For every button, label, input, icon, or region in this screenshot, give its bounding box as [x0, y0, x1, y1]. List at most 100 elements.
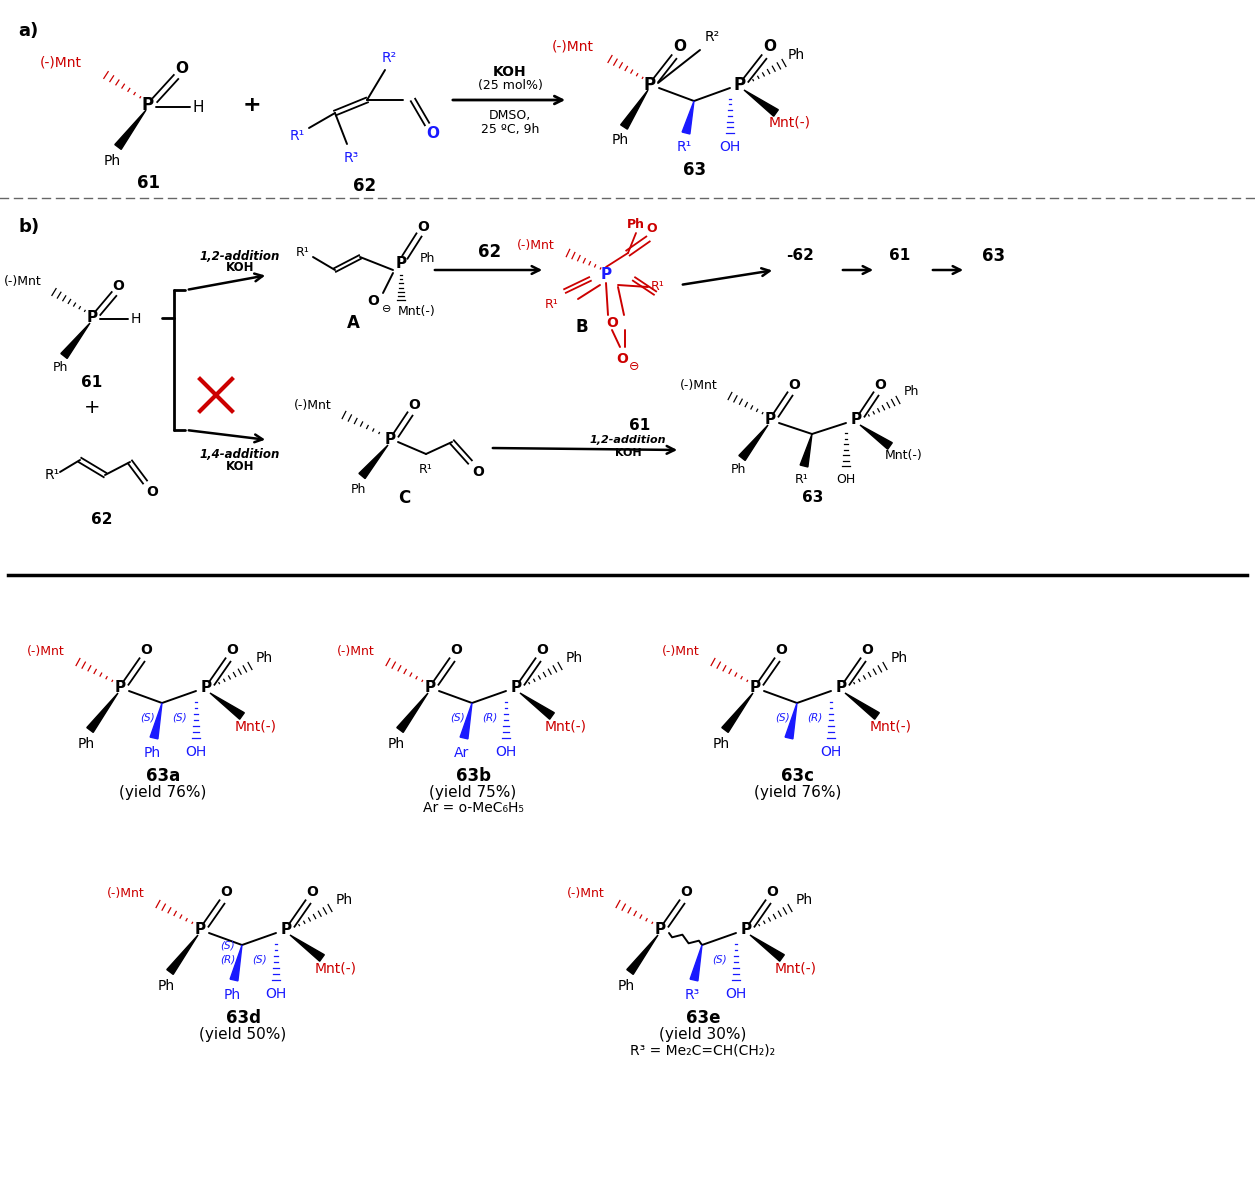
- Polygon shape: [722, 694, 753, 732]
- Text: R³ = Me₂C=CH(CH₂)₂: R³ = Me₂C=CH(CH₂)₂: [630, 1043, 776, 1057]
- Text: (S): (S): [141, 713, 156, 722]
- Text: Ph: Ph: [566, 651, 582, 665]
- Text: Ph: Ph: [796, 893, 812, 908]
- Text: O: O: [536, 643, 548, 657]
- Text: Ph: Ph: [730, 464, 745, 476]
- Polygon shape: [230, 945, 242, 981]
- Text: R¹: R¹: [44, 468, 60, 482]
- Text: (R): (R): [482, 713, 498, 722]
- Text: O: O: [112, 279, 124, 293]
- Text: (yield 30%): (yield 30%): [659, 1027, 747, 1041]
- Text: O: O: [861, 643, 873, 657]
- Polygon shape: [151, 703, 162, 739]
- Text: O: O: [408, 398, 420, 412]
- Text: 25 ºC, 9h: 25 ºC, 9h: [481, 124, 540, 137]
- Text: OH: OH: [186, 745, 207, 758]
- Polygon shape: [210, 694, 245, 719]
- Text: (S): (S): [221, 941, 235, 951]
- Text: (-)Mnt: (-)Mnt: [567, 887, 605, 900]
- Text: O: O: [427, 126, 439, 142]
- Polygon shape: [750, 935, 784, 962]
- Text: Ph: Ph: [419, 252, 434, 266]
- Text: Ph: Ph: [350, 483, 365, 496]
- Text: (-)Mnt: (-)Mnt: [107, 887, 146, 900]
- Text: 63b: 63b: [456, 767, 491, 785]
- Text: P: P: [384, 433, 395, 447]
- Text: OH: OH: [725, 987, 747, 1001]
- Text: Ph: Ph: [335, 893, 353, 908]
- Polygon shape: [845, 694, 880, 719]
- Text: +: +: [84, 399, 100, 417]
- Text: O: O: [680, 885, 692, 899]
- Text: (S): (S): [713, 956, 728, 965]
- Text: Mnt(-): Mnt(-): [315, 962, 356, 975]
- Text: ⊖: ⊖: [629, 361, 639, 374]
- Text: P: P: [424, 680, 435, 696]
- Text: DMSO,: DMSO,: [489, 109, 531, 123]
- Text: 62: 62: [478, 243, 502, 261]
- Text: O: O: [141, 643, 152, 657]
- Text: R³: R³: [344, 151, 359, 165]
- Text: (-)Mnt: (-)Mnt: [4, 275, 41, 288]
- Text: Ph: Ph: [256, 651, 272, 665]
- Text: R³: R³: [684, 988, 699, 1002]
- Polygon shape: [739, 426, 768, 460]
- Text: P: P: [395, 256, 407, 270]
- Polygon shape: [87, 694, 118, 732]
- Text: Ph: Ph: [617, 978, 635, 993]
- Text: Mnt(-): Mnt(-): [545, 719, 587, 733]
- Text: Mnt(-): Mnt(-): [769, 117, 811, 130]
- Text: R¹: R¹: [290, 129, 305, 143]
- Text: 61: 61: [890, 249, 911, 263]
- Text: Mnt(-): Mnt(-): [235, 719, 277, 733]
- Text: 1,2-addition: 1,2-addition: [200, 250, 280, 262]
- Text: Ph: Ph: [157, 978, 174, 993]
- Polygon shape: [621, 90, 648, 129]
- Text: O: O: [472, 465, 484, 480]
- Polygon shape: [801, 434, 812, 466]
- Text: 63: 63: [983, 246, 1005, 264]
- Text: (-)Mnt: (-)Mnt: [663, 645, 700, 659]
- Text: O: O: [763, 40, 777, 54]
- Text: KOH: KOH: [226, 262, 255, 274]
- Text: (-)Mnt: (-)Mnt: [680, 380, 718, 393]
- Text: P: P: [644, 76, 656, 94]
- Text: (yield 76%): (yield 76%): [119, 785, 207, 799]
- Text: 62: 62: [92, 512, 113, 528]
- Text: Ar = o-MeC₆H₅: Ar = o-MeC₆H₅: [423, 801, 523, 815]
- Text: H: H: [192, 100, 203, 114]
- Text: Mnt(-): Mnt(-): [776, 962, 817, 975]
- Polygon shape: [520, 694, 555, 719]
- Text: O: O: [176, 61, 188, 77]
- Text: (S): (S): [252, 956, 267, 965]
- Text: 63c: 63c: [782, 767, 814, 785]
- Text: H: H: [131, 313, 141, 326]
- Text: KOH: KOH: [615, 448, 641, 458]
- Text: P: P: [734, 76, 745, 94]
- Text: A: A: [346, 314, 359, 332]
- Text: (-)Mnt: (-)Mnt: [28, 645, 65, 659]
- Text: OH: OH: [265, 987, 286, 1001]
- Text: O: O: [146, 484, 158, 499]
- Text: B: B: [576, 319, 589, 337]
- Text: 63e: 63e: [685, 1008, 720, 1027]
- Text: O: O: [220, 885, 232, 899]
- Text: (-)Mnt: (-)Mnt: [517, 238, 555, 251]
- Polygon shape: [626, 935, 658, 975]
- Text: 63a: 63a: [146, 767, 181, 785]
- Text: O: O: [674, 40, 686, 54]
- Text: (S): (S): [451, 713, 466, 722]
- Text: O: O: [616, 352, 628, 365]
- Text: R¹: R¹: [651, 280, 665, 293]
- Text: 61: 61: [629, 418, 650, 434]
- Text: (-)Mnt: (-)Mnt: [338, 645, 375, 659]
- Polygon shape: [359, 445, 388, 478]
- Text: Ar: Ar: [454, 746, 469, 760]
- Text: (R): (R): [221, 956, 236, 965]
- Text: R¹: R¹: [419, 464, 433, 476]
- Text: P: P: [749, 680, 761, 696]
- Text: +: +: [242, 95, 261, 115]
- Polygon shape: [683, 101, 694, 133]
- Text: Mnt(-): Mnt(-): [885, 450, 922, 463]
- Polygon shape: [860, 426, 892, 450]
